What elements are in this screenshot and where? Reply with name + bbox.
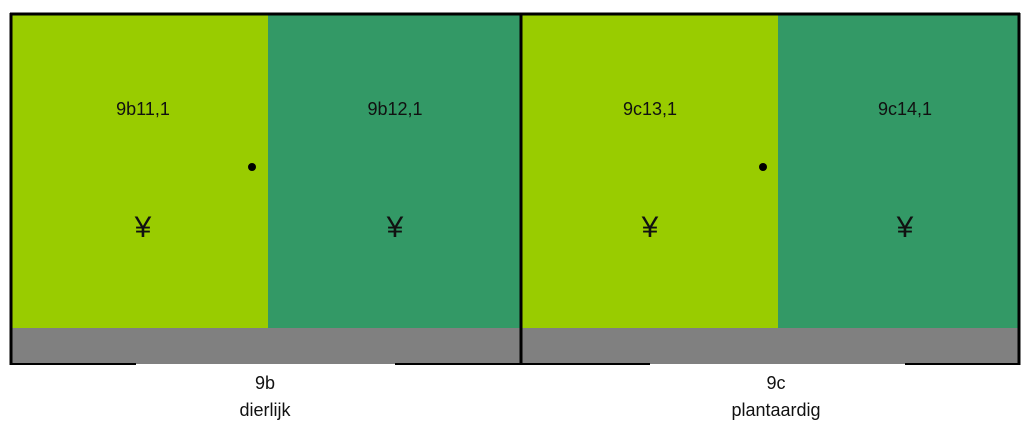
gray-bar	[11, 328, 521, 364]
gray-bar	[522, 328, 1019, 364]
group-label: dierlijk	[239, 400, 291, 420]
cell-dark	[268, 14, 521, 328]
cell-symbol: ¥	[641, 211, 659, 244]
cell-dark	[778, 14, 1019, 328]
group-label: plantaardig	[731, 400, 820, 420]
dot	[759, 163, 767, 171]
cell-symbol: ¥	[134, 211, 152, 244]
dot	[248, 163, 256, 171]
cell-symbol: ¥	[896, 211, 914, 244]
cell-label: 9c14,1	[878, 99, 932, 119]
cell-label: 9b11,1	[116, 99, 170, 119]
cell-label: 9b12,1	[367, 99, 422, 119]
border	[9, 12, 1021, 365]
group-code: 9b	[255, 373, 275, 393]
cell-light	[522, 14, 778, 328]
cell-label: 9c13,1	[623, 99, 677, 119]
cell-light	[11, 14, 268, 328]
cell-symbol: ¥	[386, 211, 404, 244]
group-code: 9c	[766, 373, 785, 393]
